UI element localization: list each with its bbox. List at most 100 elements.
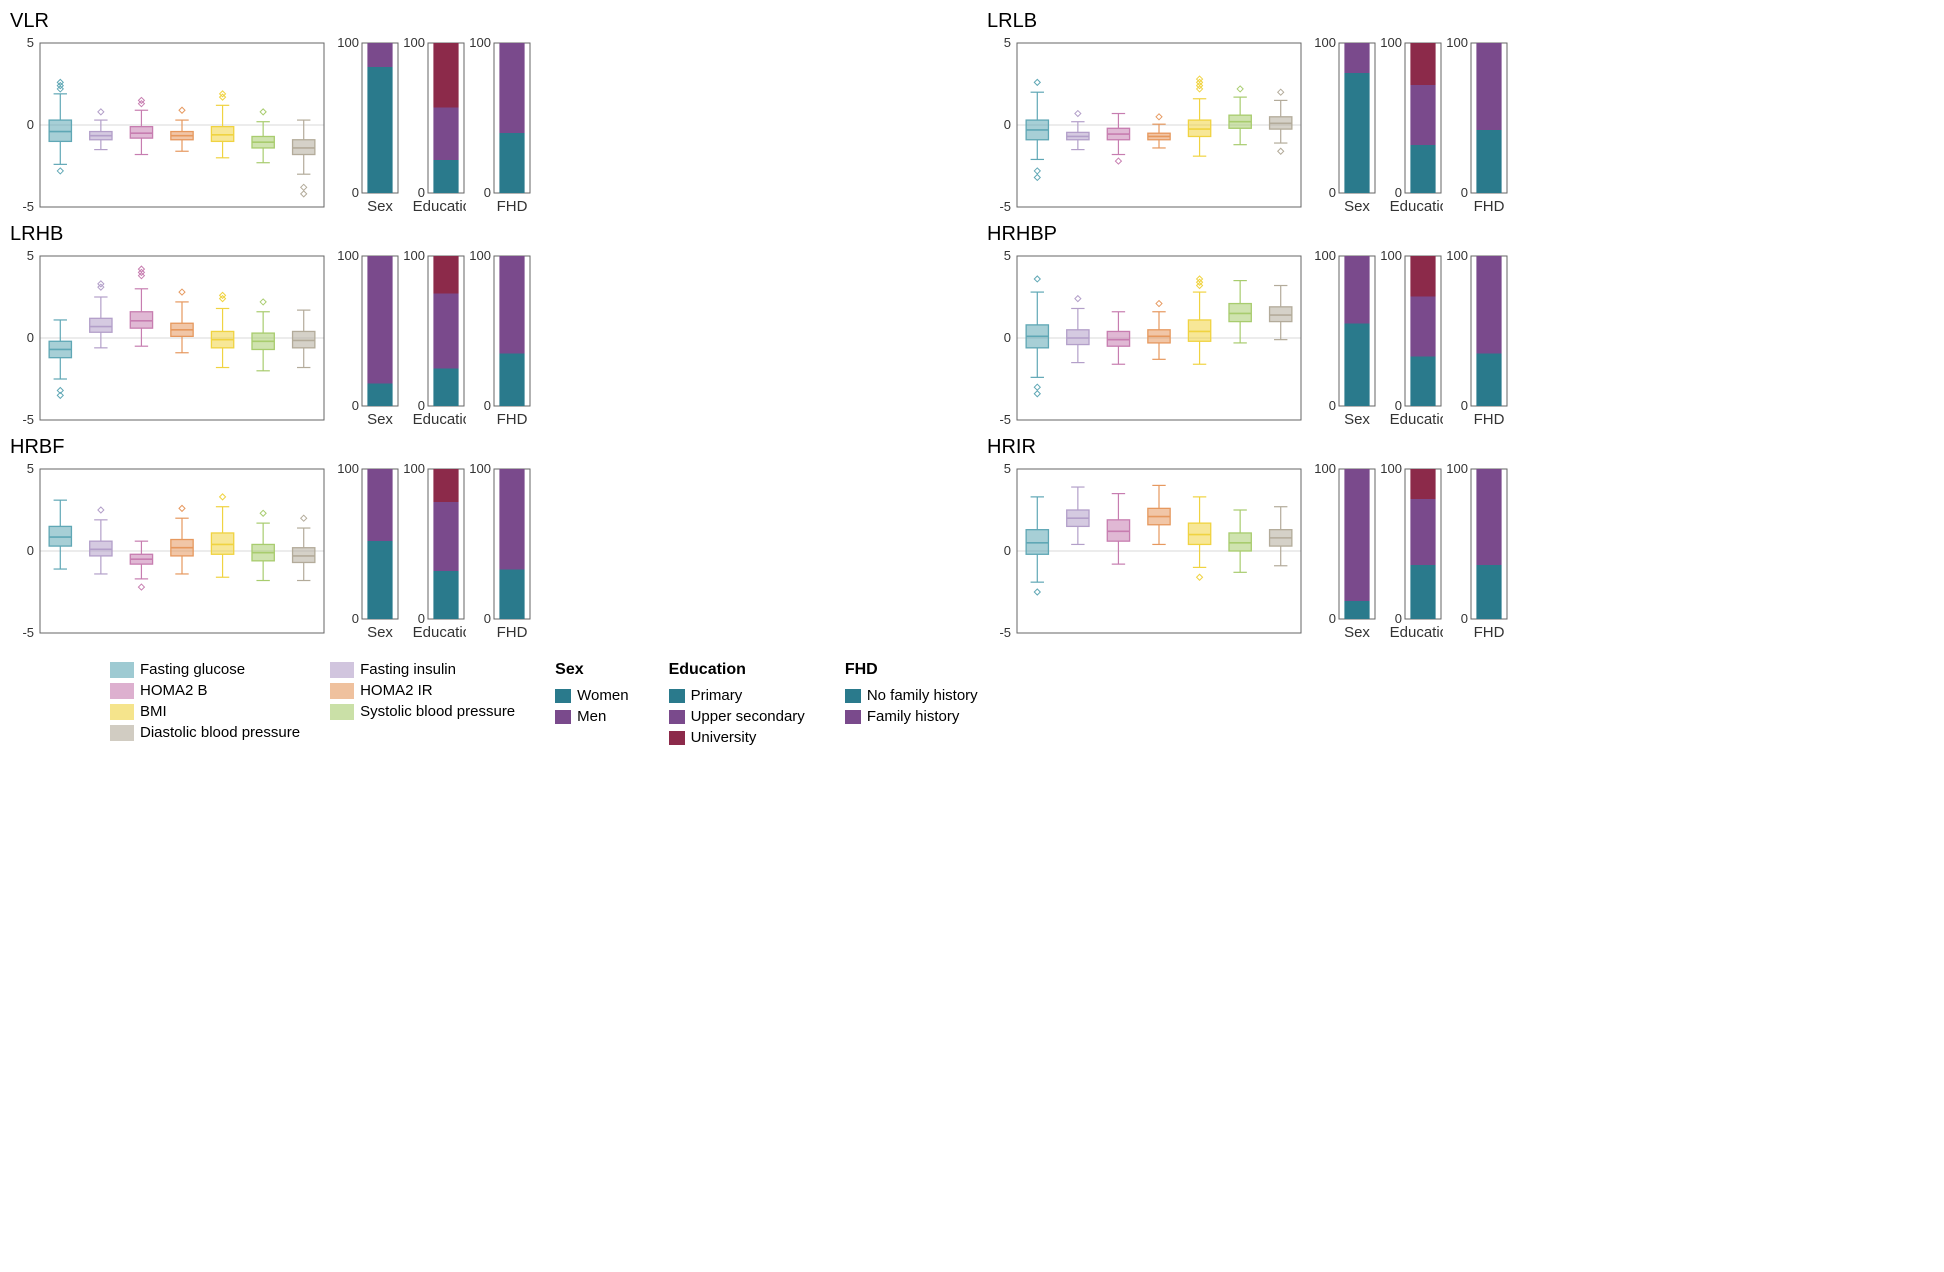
panel-HRHBP: HRHBP -5 0 5 0100Sex0100Education0100FHD: [987, 223, 1934, 428]
swatch-bmi: [110, 704, 134, 720]
stacked-HRIR-Education: 0100Education: [1381, 461, 1443, 641]
stacked-LRLB-Sex: 0100Sex: [1315, 35, 1377, 215]
box-legend-col-0: Fasting glucose HOMA2 B BMI Diastolic bl…: [110, 661, 300, 741]
legend-label: BMI: [140, 703, 167, 720]
legend-title: Education: [669, 661, 805, 679]
svg-text:100: 100: [404, 35, 425, 50]
stacked-HRIR-FHD: 0100FHD: [1447, 461, 1509, 641]
svg-text:0: 0: [484, 185, 491, 200]
svg-text:100: 100: [1381, 248, 1402, 263]
svg-text:Sex: Sex: [367, 198, 393, 215]
stacked-HRHBP-Sex: 0100Sex: [1315, 248, 1377, 428]
svg-text:0: 0: [352, 185, 359, 200]
svg-text:-5: -5: [999, 199, 1011, 214]
swatch-teal: [669, 689, 685, 703]
stacked-group-HRBF: 0100Sex0100Education0100FHD: [338, 461, 532, 641]
svg-text:FHD: FHD: [1474, 198, 1505, 215]
panel-title-LRHB: LRHB: [10, 223, 957, 246]
svg-text:100: 100: [404, 248, 425, 263]
box-legend: Fasting glucose HOMA2 B BMI Diastolic bl…: [110, 661, 515, 741]
panel-LRLB: LRLB -505 0100Sex0100Education0100FHD: [987, 10, 1934, 215]
svg-text:FHD: FHD: [497, 198, 528, 215]
legend-label: Primary: [691, 687, 743, 704]
legend-group-FHD: FHD No family history Family history: [845, 661, 978, 725]
svg-text:0: 0: [1461, 398, 1468, 413]
svg-text:100: 100: [1381, 35, 1402, 50]
legend-label: No family history: [867, 687, 978, 704]
legend-item-diastolic: Diastolic blood pressure: [110, 724, 300, 741]
boxplot-LRLB: -5 0 5: [987, 35, 1307, 215]
svg-text:FHD: FHD: [1474, 624, 1505, 641]
swatch-fasting_insulin: [330, 662, 354, 678]
panel-title-LRLB: LRLB: [987, 10, 1934, 33]
stacked-HRBF-Sex: 0100Sex: [338, 461, 400, 641]
swatch-purple: [845, 710, 861, 724]
stacked-VLR-Sex: 0 100 Sex: [338, 35, 400, 215]
legend-item-fasting_insulin: Fasting insulin: [330, 661, 515, 678]
svg-text:Sex: Sex: [367, 624, 393, 641]
legend-group-Education: Education Primary Upper secondary Univer…: [669, 661, 805, 746]
svg-text:-5: -5: [22, 625, 34, 640]
legend-item-FHD-No family history: No family history: [845, 687, 978, 704]
boxplot-HRIR: -505: [987, 461, 1307, 641]
swatch-teal: [555, 689, 571, 703]
stacked-VLR-FHD: 0100FHD: [470, 35, 532, 215]
legend-item-Sex-Men: Men: [555, 708, 628, 725]
panel-title-HRBF: HRBF: [10, 436, 957, 459]
legend-item-FHD-Family history: Family history: [845, 708, 978, 725]
svg-text:100: 100: [1315, 461, 1336, 476]
svg-text:0: 0: [352, 398, 359, 413]
svg-text:0: 0: [1461, 185, 1468, 200]
svg-text:0: 0: [484, 611, 491, 626]
legend-label: HOMA2 B: [140, 682, 208, 699]
stacked-HRHBP-Education: 0100Education: [1381, 248, 1443, 428]
svg-text:Education: Education: [413, 624, 466, 641]
stacked-VLR-Education: 0100Education: [404, 35, 466, 215]
panel-HRBF: HRBF -505 0100Sex0100Education0100FHD: [10, 436, 957, 641]
svg-text:0: 0: [27, 330, 34, 345]
panel-title-HRIR: HRIR: [987, 436, 1934, 459]
stacked-group-VLR: 0100Sex0100Education0100FHD: [338, 35, 532, 215]
legend-label: HOMA2 IR: [360, 682, 433, 699]
swatch-teal: [845, 689, 861, 703]
panel-VLR: VLR -505 0100Sex0100Education0100FHD: [10, 10, 957, 215]
stacked-LRLB-FHD: 0100FHD: [1447, 35, 1509, 215]
stacked-group-HRHBP: 0100Sex0100Education0100FHD: [1315, 248, 1509, 428]
swatch-fasting_glucose: [110, 662, 134, 678]
svg-text:5: 5: [1004, 35, 1011, 50]
svg-text:100: 100: [338, 35, 359, 50]
legend-item-Education-Primary: Primary: [669, 687, 805, 704]
stacked-LRHB-FHD: 0100FHD: [470, 248, 532, 428]
swatch-purple: [555, 710, 571, 724]
legend-item-Education-University: University: [669, 729, 805, 746]
stacked-group-LRHB: 0100Sex0100Education0100FHD: [338, 248, 532, 428]
legend-label: Fasting glucose: [140, 661, 245, 678]
svg-text:0: 0: [1329, 611, 1336, 626]
svg-text:0: 0: [27, 117, 34, 132]
svg-text:-5: -5: [22, 199, 34, 214]
legend-group-Sex: Sex Women Men: [555, 661, 628, 725]
svg-text:0: 0: [1329, 185, 1336, 200]
svg-text:0: 0: [484, 398, 491, 413]
stacked-group-LRLB: 0100Sex0100Education0100FHD: [1315, 35, 1509, 215]
legend-item-homa2_b: HOMA2 B: [110, 682, 300, 699]
svg-text:100: 100: [1315, 35, 1336, 50]
legend-item-Sex-Women: Women: [555, 687, 628, 704]
stacked-group-HRIR: 0 100 Sex 0100Education0100FHD: [1315, 461, 1509, 641]
svg-text:-5: -5: [999, 412, 1011, 427]
svg-text:0: 0: [1004, 117, 1011, 132]
svg-text:Sex: Sex: [367, 411, 393, 428]
svg-text:Education: Education: [413, 411, 466, 428]
svg-text:Education: Education: [413, 198, 466, 215]
legends-container: Fasting glucose HOMA2 B BMI Diastolic bl…: [10, 661, 1934, 746]
panel-title-HRHBP: HRHBP: [987, 223, 1934, 246]
swatch-maroon: [669, 731, 685, 745]
panel-HRIR: HRIR -505 0 100 Sex 0100Education0100FHD: [987, 436, 1934, 641]
svg-text:5: 5: [1004, 248, 1011, 263]
svg-text:FHD: FHD: [497, 411, 528, 428]
svg-text:Sex: Sex: [1344, 624, 1370, 641]
swatch-purple: [669, 710, 685, 724]
svg-text:100: 100: [338, 248, 359, 263]
stacked-HRHBP-FHD: 0100FHD: [1447, 248, 1509, 428]
legend-item-Education-Upper secondary: Upper secondary: [669, 708, 805, 725]
